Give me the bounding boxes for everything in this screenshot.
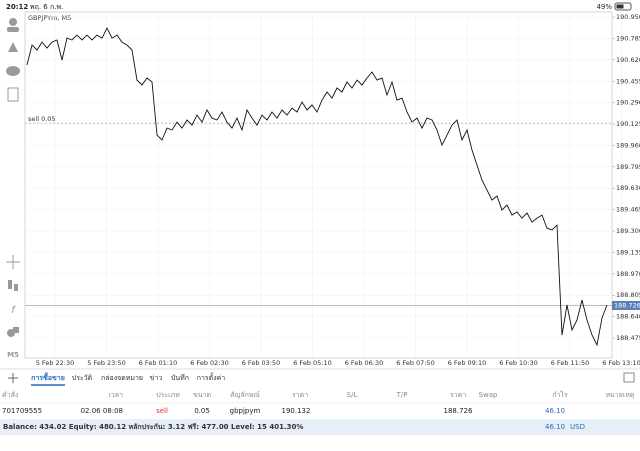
x-tick-label: 6 Feb 05:10	[293, 359, 332, 367]
balance-text: Balance: 434.02 Equity: 480.12 หลักประกั…	[3, 423, 303, 431]
column-header: ขนาด	[193, 391, 211, 399]
y-tick-label: 190.785	[616, 34, 640, 42]
y-tick-label: 189.465	[616, 206, 640, 214]
y-tick-label: 188.640	[616, 313, 640, 321]
battery-icon	[614, 2, 632, 11]
candle-icon[interactable]	[8, 280, 12, 289]
y-tick-label: 190.620	[616, 56, 640, 64]
add-button[interactable]	[8, 373, 18, 383]
column-header: ราคา	[450, 391, 466, 399]
tab[interactable]: กล่องจดหมาย	[101, 374, 143, 382]
account-icon-body	[7, 27, 19, 32]
column-header: หมายเหตุ	[606, 391, 635, 399]
column-header: T/P	[396, 391, 408, 399]
y-tick-label: 189.135	[616, 248, 640, 256]
battery-text: 49%	[596, 3, 612, 11]
new-icon[interactable]	[7, 87, 19, 102]
y-tick-label: 190.125	[616, 120, 640, 128]
x-tick-label: 6 Feb 02:30	[190, 359, 229, 367]
account-icon[interactable]	[9, 18, 17, 26]
x-tick-label: 6 Feb 10:30	[499, 359, 538, 367]
timeframe[interactable]: M5	[7, 351, 19, 359]
cell-profit: 46.10	[545, 407, 565, 415]
cell-order: 701709555	[2, 407, 42, 415]
x-tick-label: 6 Feb 07:50	[396, 359, 435, 367]
column-header: S/L	[347, 391, 358, 399]
order-label: sell 0.05	[28, 115, 56, 123]
cell-price: 188.726	[444, 407, 473, 415]
cell-symbol: gbpjpym	[230, 407, 261, 415]
cell-time: 02.06 08:08	[81, 407, 123, 415]
price-tag-label: 188.726	[614, 301, 640, 309]
balance-currency: USD	[570, 423, 585, 431]
cell-volume: 0.05	[194, 407, 210, 415]
tab[interactable]: ประวัติ	[72, 374, 93, 382]
symbol-label: GBPJPYm, M5	[28, 14, 71, 22]
balance-bar	[0, 419, 640, 435]
column-header: กำไร	[552, 390, 568, 399]
y-tick-label: 189.630	[616, 184, 640, 192]
indicator-icon[interactable]: f	[11, 305, 16, 316]
chart-frame	[24, 11, 613, 359]
price-tag	[612, 300, 640, 310]
battery-level	[616, 4, 624, 9]
toolbar: f	[6, 18, 20, 337]
x-tick-label: 5 Feb 23:50	[87, 359, 126, 367]
y-tick-label: 189.960	[616, 141, 640, 149]
tab[interactable]: บันทึก	[171, 373, 189, 382]
tab[interactable]: ข่าว	[150, 374, 163, 382]
crosshair-icon[interactable]	[6, 255, 20, 269]
x-tick-label: 6 Feb 11:50	[551, 359, 590, 367]
y-tick-label: 188.475	[616, 334, 640, 342]
y-tick-label: 189.795	[616, 163, 640, 171]
y-tick-label: 190.455	[616, 77, 640, 85]
column-header: Swap	[479, 391, 498, 399]
cell-type: sell	[156, 407, 168, 415]
column-header: เวลา	[108, 391, 123, 399]
column-header: ราคา	[292, 391, 308, 399]
x-tick-label: 6 Feb 03:50	[242, 359, 281, 367]
balance-profit: 46.10	[545, 423, 565, 431]
cell-open-price: 190.132	[282, 407, 311, 415]
column-header: สัญลักษณ์	[230, 391, 260, 399]
x-tick-label: 6 Feb 06:30	[345, 359, 384, 367]
status-date: พฤ. 6 ก.พ.	[30, 3, 63, 11]
y-tick-label: 188.970	[616, 270, 640, 278]
price-line-series	[26, 27, 608, 347]
candle-icon-2	[14, 284, 18, 291]
y-tick-label: 188.805	[616, 291, 640, 299]
x-tick-label: 6 Feb 09:10	[448, 359, 487, 367]
chat-icon[interactable]	[6, 66, 20, 76]
y-tick-label: 189.300	[616, 227, 640, 235]
trade-icon[interactable]	[8, 42, 18, 52]
tab[interactable]: การตั้งค่า	[197, 371, 226, 382]
status-time: 20:12	[6, 3, 28, 11]
x-tick-label: 6 Feb 13:10	[602, 359, 640, 367]
layout-button[interactable]	[623, 372, 635, 383]
y-tick-label: 190.290	[616, 99, 640, 107]
column-header: ประเภท	[156, 391, 180, 399]
y-tick-label: 190.950	[616, 13, 640, 21]
tab[interactable]: การซื้อขาย	[31, 371, 65, 382]
objects-icon-2	[13, 327, 19, 333]
x-tick-label: 5 Feb 22:30	[36, 359, 75, 367]
x-tick-label: 6 Feb 01:10	[139, 359, 178, 367]
column-header: คำสั่ง	[2, 390, 18, 399]
